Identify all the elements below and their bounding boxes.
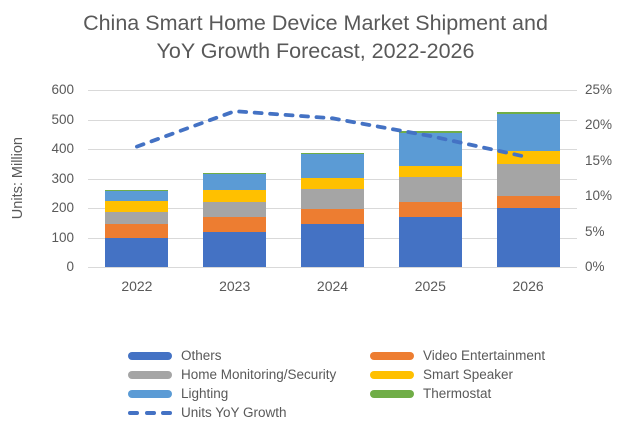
y-axis-tick: 500 xyxy=(51,111,74,127)
bar-segment-smart-speaker xyxy=(398,166,462,178)
y-axis-tick: 0 xyxy=(66,259,74,274)
bar-segment-others xyxy=(496,208,560,267)
others-swatch xyxy=(128,351,172,360)
bar-segment-lighting xyxy=(105,190,169,201)
y-axis-tick: 600 xyxy=(51,82,74,97)
dash xyxy=(128,410,139,415)
legend-label: Units YoY Growth xyxy=(181,405,287,420)
video-entertainment-swatch xyxy=(370,351,414,360)
bar-segment-home-monitoring-security xyxy=(301,189,364,209)
plot-area xyxy=(88,90,577,268)
y2-axis-tick: 15% xyxy=(585,152,613,168)
y-axis-tick: 300 xyxy=(51,170,74,186)
bar-segment-others xyxy=(398,216,462,267)
bar-segment-lighting xyxy=(301,154,364,179)
legend-item-others: Others xyxy=(128,346,336,365)
legend-item-units-yoy-growth: Units YoY Growth xyxy=(128,403,336,422)
y2-axis-tick: 25% xyxy=(585,82,613,97)
bar-segment-others xyxy=(203,231,267,267)
x-axis-labels: 2022 2023 2024 2025 2026 xyxy=(88,277,577,295)
bar-segment-smart-speaker xyxy=(105,200,169,213)
y-axis-ticks: 600 500 400 300 200 100 0 xyxy=(24,82,74,275)
bar-segment-others xyxy=(105,237,169,267)
x-axis-label: 2024 xyxy=(316,278,349,294)
x-axis-label: 2026 xyxy=(512,278,544,294)
legend-label: Video Entertainment xyxy=(423,348,546,363)
bar-segment-lighting xyxy=(203,173,267,191)
x-axis-label: 2022 xyxy=(121,278,153,294)
bar-segment-video-entertainment xyxy=(496,195,560,208)
legend-label: Home Monitoring/Security xyxy=(181,367,337,382)
legend-item-smart-speaker: Smart Speaker xyxy=(370,365,545,384)
bar-segment-thermostat xyxy=(301,153,364,155)
bar-segment-video-entertainment xyxy=(105,224,169,238)
y2-axis-tick: 20% xyxy=(585,117,613,133)
yoy-growth-line xyxy=(135,109,531,160)
y2-axis-ticks: 25% 20% 15% 10% 5% 0% xyxy=(585,82,629,275)
legend-item-video-entertainment: Video Entertainment xyxy=(370,346,545,365)
dash xyxy=(144,410,156,415)
bar-segment-smart-speaker xyxy=(496,150,560,165)
bar-stack-2024 xyxy=(301,153,364,267)
bar-segment-thermostat xyxy=(398,131,462,133)
bar-stack-2025 xyxy=(398,131,462,267)
bar-segment-lighting xyxy=(398,132,462,167)
bar-stack-2026 xyxy=(496,112,560,267)
y2-axis-tick: 10% xyxy=(585,188,613,204)
lighting-swatch xyxy=(128,389,172,398)
y-axis-tick: 200 xyxy=(51,200,74,215)
yoy-dashed-line-swatch xyxy=(128,410,172,415)
bar-stack-2023 xyxy=(203,173,267,267)
legend-column-1: Others Home Monitoring/Security Lighting Un… xyxy=(128,346,336,422)
home-monitoring-security-swatch xyxy=(128,370,172,379)
legend-item-lighting: Lighting xyxy=(128,384,336,403)
gridline xyxy=(88,267,577,268)
legend-item-home-monitoring-security: Home Monitoring/Security xyxy=(128,365,336,384)
y-axis-tick: 100 xyxy=(51,229,74,245)
gridline xyxy=(88,90,577,91)
gridline xyxy=(88,149,577,150)
chart-title: China Smart Home Device Market Shipment … xyxy=(83,11,548,63)
legend-column-2: Video Entertainment Smart Speaker Thermost… xyxy=(370,346,545,403)
smart-speaker-swatch xyxy=(370,370,414,379)
thermostat-swatch xyxy=(370,389,414,398)
legend-label: Thermostat xyxy=(423,386,492,401)
bar-segment-home-monitoring-security xyxy=(203,202,267,218)
bar-segment-video-entertainment xyxy=(398,202,462,217)
y2-axis-tick: 5% xyxy=(585,223,605,239)
x-axis-label: 2025 xyxy=(414,278,446,294)
legend-label: Others xyxy=(181,348,222,363)
legend-label: Smart Speaker xyxy=(423,367,514,382)
bar-segment-thermostat xyxy=(496,112,560,115)
bar-segment-lighting xyxy=(496,114,560,151)
bar-segment-video-entertainment xyxy=(203,217,267,232)
bar-segment-smart-speaker xyxy=(301,178,364,190)
legend: Others Home Monitoring/Security Lighting Un… xyxy=(0,346,631,426)
bar-segment-others xyxy=(301,223,364,267)
legend-label: Lighting xyxy=(181,386,229,401)
y-axis-tick: 400 xyxy=(51,141,74,156)
legend-item-thermostat: Thermostat xyxy=(370,384,545,403)
bar-segment-video-entertainment xyxy=(301,208,364,224)
bar-segment-smart-speaker xyxy=(203,190,267,203)
bar-segment-home-monitoring-security xyxy=(105,212,169,225)
dash xyxy=(161,410,172,415)
x-axis-label: 2023 xyxy=(219,278,251,294)
bar-segment-home-monitoring-security xyxy=(496,164,560,196)
bar-segment-thermostat xyxy=(203,173,267,174)
bar-stack-2022 xyxy=(105,190,169,267)
y2-axis-tick: 0% xyxy=(585,258,605,274)
bar-segment-home-monitoring-security xyxy=(398,177,462,203)
